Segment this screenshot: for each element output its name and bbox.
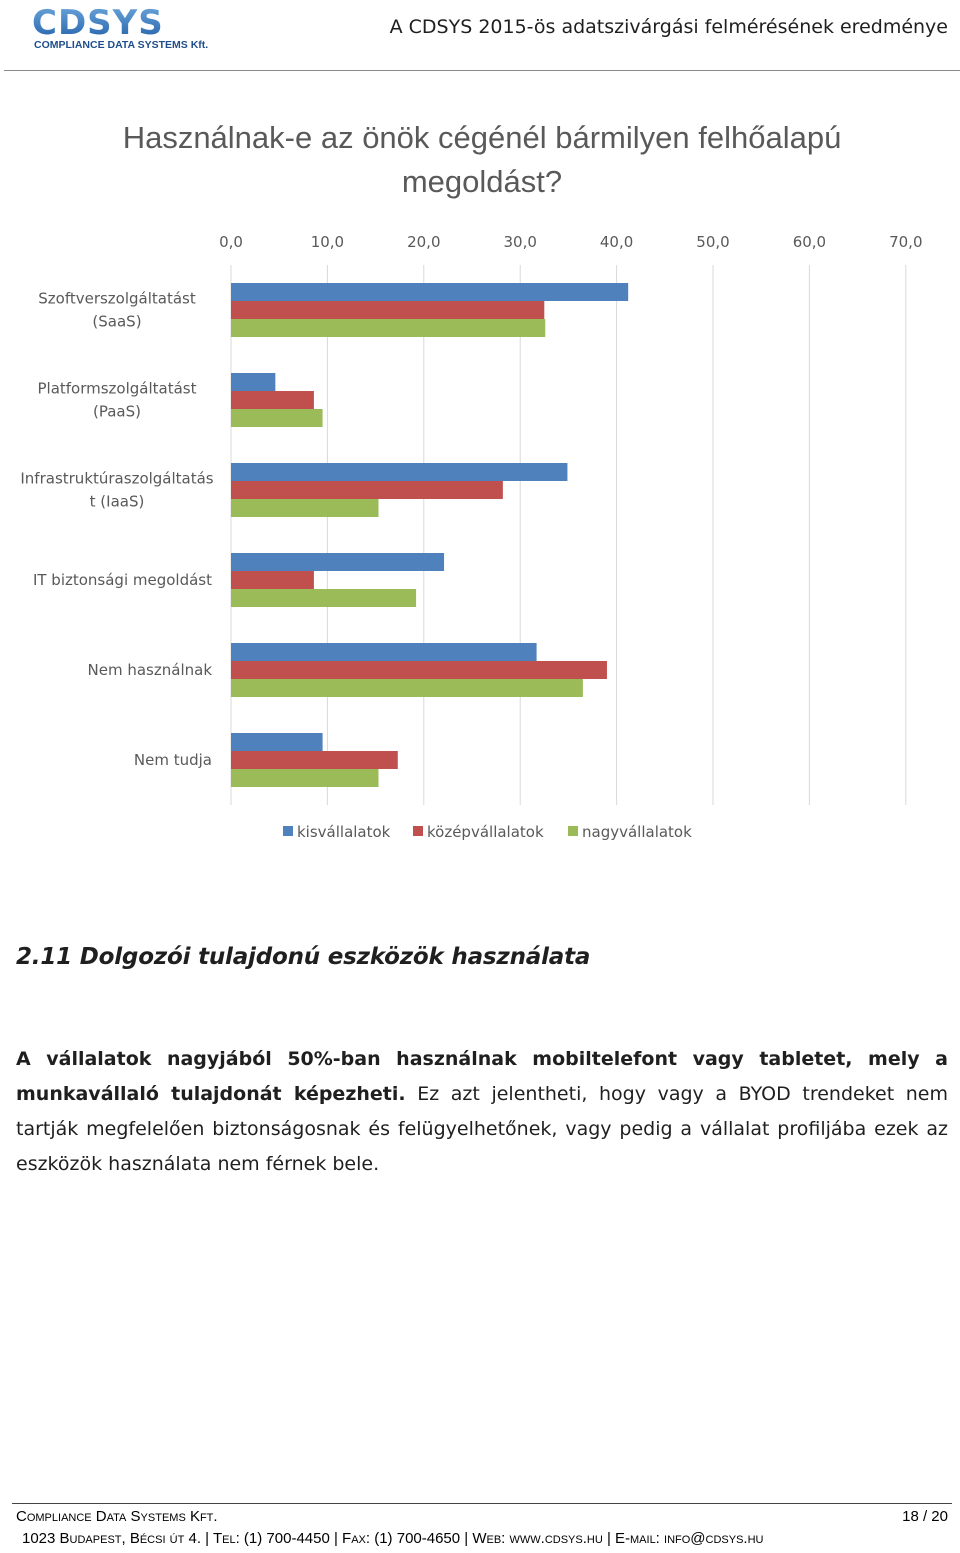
paragraph-text: Ez azt jelentheti, hogy vagy a BYOD tren… [16, 1083, 948, 1175]
chart-x-axis: 0,0 10,0 20,0 30,0 40,0 50,0 60,0 70,0 [219, 233, 922, 251]
category-label: (SaaS) [92, 313, 141, 331]
category-label: Nem tudja [134, 751, 212, 769]
x-tick-label: 0,0 [219, 233, 243, 251]
category-label: Szoftverszolgáltatást [38, 290, 196, 308]
chart-title-line: megoldást? [402, 164, 562, 199]
bar-nagyvállalatok [231, 589, 417, 607]
header-title: A CDSYS 2015-ös adatszivárgási felmérésé… [389, 16, 948, 38]
legend-swatch [568, 826, 578, 836]
bar-nagyvállalatok [231, 679, 583, 697]
chart-legend: kisvállalatok középvállalatok nagyvállalat… [283, 823, 692, 841]
cdsys-logo: CDSYS COMPLIANCE DATA SYSTEMS Kft. [32, 4, 208, 51]
legend-item-kisvállalatok: kisvállalatok [283, 823, 391, 841]
legend-item-nagyvállalatok: nagyvállalatok [568, 823, 692, 841]
paragraph-bold-text: A vállalatok nagyjából 50%-ban használna… [16, 1048, 948, 1105]
bar-kisvállalatok [231, 643, 537, 661]
chart-y-axis: Szoftverszolgáltatást (SaaS) Platformszolg… [20, 290, 213, 770]
x-tick-label: 40,0 [600, 233, 633, 251]
category-label: Nem használnak [88, 661, 213, 679]
chart-title-line: Használnak-e az önök cégénél bármilyen f… [123, 120, 842, 155]
bar-kisvállalatok [231, 373, 276, 391]
category-label: Infrastruktúraszolgáltatás [20, 470, 213, 488]
legend-swatch [283, 826, 293, 836]
bar-chart: Használnak-e az önök cégénél bármilyen f… [20, 120, 922, 841]
legend-label: kisvállalatok [297, 823, 391, 841]
page-number: 18 / 20 [902, 1508, 948, 1525]
bar-középvállalatok [231, 481, 503, 499]
category-label: (PaaS) [93, 403, 141, 421]
bar-kisvállalatok [231, 553, 445, 571]
category-label: Platformszolgáltatást [37, 380, 196, 398]
chart-bars [231, 283, 629, 787]
legend-label: nagyvállalatok [582, 823, 692, 841]
x-tick-label: 10,0 [311, 233, 344, 251]
category-label: t (IaaS) [90, 493, 145, 511]
header-divider [4, 70, 960, 71]
bar-középvállalatok [231, 391, 314, 409]
chart-gridlines [230, 265, 907, 805]
legend-item-középvállalatok: középvállalatok [413, 823, 544, 841]
bar-nagyvállalatok [231, 769, 379, 787]
x-tick-label: 60,0 [793, 233, 826, 251]
section-heading: 2.11 Dolgozói tulajdonú eszközök használ… [16, 944, 591, 970]
x-tick-label: 50,0 [696, 233, 729, 251]
bar-középvállalatok [231, 301, 545, 319]
body-paragraph: A vállalatok nagyjából 50%-ban használna… [16, 1042, 948, 1182]
bar-nagyvállalatok [231, 409, 323, 427]
bar-középvállalatok [231, 661, 607, 679]
logo-subtext: COMPLIANCE DATA SYSTEMS Kft. [34, 39, 208, 51]
x-tick-label: 70,0 [889, 233, 922, 251]
bar-kisvállalatok [231, 463, 568, 481]
legend-swatch [413, 826, 423, 836]
footer-divider [12, 1503, 952, 1504]
footer-company: Compliance Data Systems Kft. [16, 1508, 218, 1525]
category-label: IT biztonsági megoldást [33, 571, 212, 589]
bar-kisvállalatok [231, 283, 629, 301]
bar-nagyvállalatok [231, 499, 379, 517]
bar-kisvállalatok [231, 733, 323, 751]
footer-contact: 1023 Budapest, Bécsi út 4. | Tel: (1) 70… [22, 1530, 764, 1547]
x-tick-label: 30,0 [503, 233, 536, 251]
bar-középvállalatok [231, 571, 314, 589]
x-tick-label: 20,0 [407, 233, 440, 251]
chart-title: Használnak-e az önök cégénél bármilyen f… [123, 120, 842, 199]
legend-label: középvállalatok [427, 823, 544, 841]
bar-nagyvállalatok [231, 319, 546, 337]
bar-középvállalatok [231, 751, 398, 769]
logo-wordmark: CDSYS [32, 4, 164, 43]
